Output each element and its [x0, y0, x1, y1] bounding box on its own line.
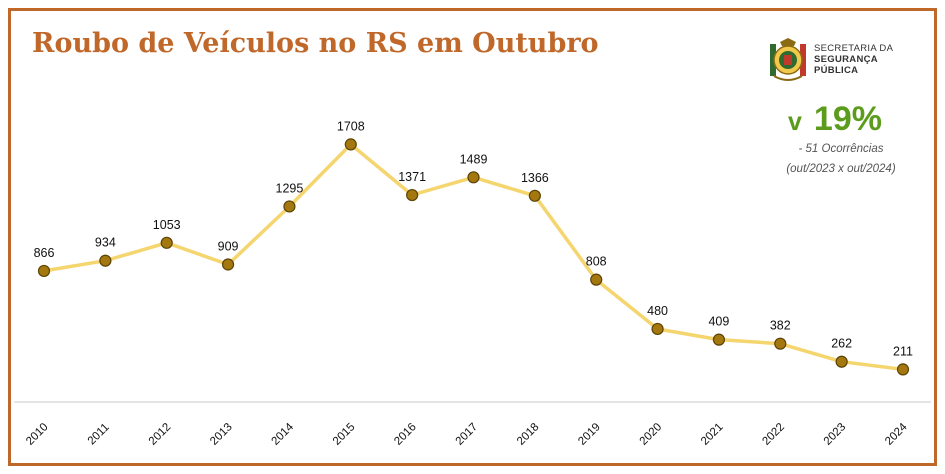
x-tick-label: 2010 — [24, 421, 51, 448]
data-point — [344, 138, 357, 151]
x-tick-label: 2016 — [392, 421, 419, 448]
data-label: 808 — [586, 255, 607, 269]
data-label: 1366 — [521, 171, 549, 185]
change-percent: 19% — [813, 100, 882, 138]
x-tick-label: 2021 — [699, 421, 726, 448]
data-label: 909 — [218, 239, 239, 253]
data-label: 934 — [95, 236, 116, 250]
data-point — [160, 236, 173, 249]
x-tick-label: 2020 — [638, 421, 665, 448]
logo-text-line3: PÚBLICA — [814, 65, 859, 76]
change-period: (out/2023 x out/2024) — [786, 163, 896, 175]
x-tick-label: 2015 — [331, 421, 358, 448]
data-label: 1371 — [398, 170, 426, 184]
data-point — [99, 254, 112, 267]
chart-frame — [8, 8, 937, 466]
data-point — [712, 333, 726, 346]
data-point — [283, 200, 296, 213]
logo-text-line2: SEGURANÇA — [814, 54, 878, 65]
data-point — [467, 171, 480, 184]
x-tick-label: 2024 — [883, 421, 910, 448]
data-point — [896, 363, 910, 376]
coat-of-arms-icon — [770, 38, 806, 81]
x-tick-label: 2022 — [760, 421, 787, 448]
data-point — [406, 188, 419, 202]
data-label: 382 — [770, 319, 791, 333]
down-arrow-icon: v — [788, 108, 802, 136]
data-label: 1708 — [337, 119, 365, 133]
data-point — [528, 189, 541, 202]
x-tick-label: 2017 — [454, 421, 481, 448]
data-label: 409 — [708, 315, 729, 329]
data-point — [774, 337, 787, 350]
x-tick-label: 2023 — [822, 421, 849, 448]
logo-text-line1: SECRETARIA DA — [814, 43, 894, 54]
data-point — [835, 355, 848, 368]
chart-title: Roubo de Veículos no RS em Outubro — [32, 28, 599, 59]
data-label: 1489 — [460, 152, 488, 166]
data-label: 262 — [831, 337, 852, 351]
data-label: 866 — [34, 246, 55, 260]
x-tick-label: 2013 — [208, 421, 235, 448]
change-occurrences: - 51 Ocorrências — [798, 143, 884, 155]
x-tick-label: 2011 — [86, 421, 112, 447]
x-tick-label: 2012 — [147, 421, 174, 448]
data-label: 1053 — [153, 218, 181, 232]
data-point — [651, 322, 664, 336]
data-point — [590, 273, 603, 286]
change-summary: v 19% - 51 Ocorrências (out/2023 x out/2… — [760, 100, 910, 175]
secretaria-logo: SECRETARIA DA SEGURANÇA PÚBLICA — [766, 38, 906, 88]
data-label: 1295 — [276, 181, 304, 195]
x-tick-label: 2018 — [515, 421, 542, 448]
data-point — [37, 264, 51, 278]
data-label: 480 — [647, 304, 668, 318]
x-tick-label: 2014 — [270, 421, 297, 448]
x-tick-label: 2019 — [576, 421, 603, 448]
data-point — [221, 258, 235, 271]
data-label: 211 — [893, 344, 913, 358]
